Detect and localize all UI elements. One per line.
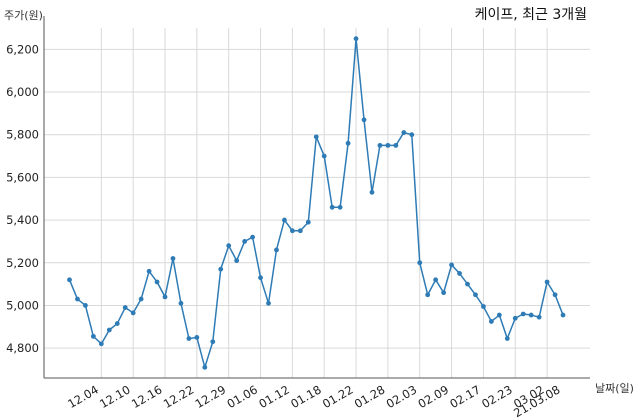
data-point	[488, 319, 494, 324]
data-point	[170, 256, 176, 261]
data-point	[313, 134, 319, 140]
data-point	[138, 296, 144, 302]
data-point	[473, 292, 478, 298]
data-point	[90, 333, 96, 339]
y-tick-label: 6,000	[6, 85, 39, 99]
data-point	[154, 279, 160, 285]
data-point	[329, 204, 335, 210]
data-point	[536, 314, 542, 320]
data-point	[560, 312, 566, 318]
data-point	[504, 336, 510, 341]
chart-title: 케이프, 최근 3개월	[475, 7, 587, 23]
x-tick-label: 02.17	[447, 382, 483, 411]
y-tick-label: 6,200	[6, 42, 39, 56]
data-point	[210, 339, 216, 345]
data-point	[75, 296, 80, 302]
data-point	[321, 153, 327, 159]
data-point	[266, 300, 271, 306]
data-point	[393, 142, 399, 148]
data-point	[242, 239, 248, 244]
data-point	[481, 304, 486, 309]
data-point	[345, 140, 351, 146]
y-tick-labels: 4,800 5,000 5,200 5,400 5,600 5,800 6,000 6,200	[6, 42, 39, 355]
data-point	[83, 303, 88, 308]
data-point	[178, 300, 184, 306]
data-point	[250, 234, 255, 240]
x-tick-label: 12.22	[161, 382, 197, 411]
data-point	[282, 217, 287, 223]
x-tick-labels: 12.0412.1012.1612.2212.2901.0601.1201.18…	[65, 382, 562, 419]
data-point	[274, 247, 279, 253]
data-point	[361, 117, 367, 123]
y-tick-label: 5,400	[6, 213, 39, 227]
data-point	[417, 260, 423, 266]
price-line	[68, 37, 564, 369]
data-point	[194, 335, 200, 340]
data-point	[146, 268, 152, 274]
data-point	[441, 290, 447, 296]
data-point	[98, 341, 104, 347]
data-point	[385, 142, 391, 148]
data-point	[258, 275, 263, 281]
y-tick-label: 5,200	[6, 256, 39, 270]
data-point	[337, 204, 343, 210]
x-tick-label: 01.06	[225, 382, 261, 411]
x-axis-label: 날짜(일)	[595, 381, 634, 395]
data-point	[401, 130, 407, 135]
y-tick-label: 4,800	[6, 341, 39, 355]
data-point	[122, 305, 128, 310]
price-series	[68, 37, 564, 369]
data-point	[353, 36, 359, 42]
data-point	[520, 311, 526, 317]
y-tick-label: 5,800	[6, 128, 39, 142]
data-point	[465, 281, 470, 287]
x-tick-label: 02.23	[479, 382, 515, 411]
data-point	[544, 279, 550, 285]
data-point	[369, 189, 375, 195]
x-tick-label: 12.10	[97, 382, 133, 411]
x-tick-label: 12.04	[65, 382, 101, 411]
data-point	[433, 277, 439, 283]
data-point	[457, 271, 462, 276]
data-point	[305, 219, 311, 225]
data-point	[106, 327, 112, 333]
data-point	[552, 292, 558, 298]
data-point	[234, 258, 240, 264]
data-point	[226, 243, 232, 249]
x-tick-label: 01.12	[256, 382, 292, 411]
grid	[44, 28, 590, 378]
data-point	[297, 228, 303, 234]
data-point	[202, 364, 208, 370]
data-point	[289, 228, 295, 234]
x-tick-label: 02.09	[416, 382, 452, 411]
data-point	[218, 266, 224, 272]
x-tick-label: 02.03	[384, 382, 420, 411]
data-point	[496, 312, 502, 318]
data-point	[114, 321, 120, 326]
x-tick-label: 12.29	[193, 382, 229, 411]
data-point	[425, 292, 431, 298]
x-tick-label: 01.18	[288, 382, 324, 411]
data-point	[377, 142, 383, 148]
y-tick-label: 5,600	[6, 170, 39, 184]
y-axis-label: 주가(원)	[4, 9, 43, 22]
x-tick-label: 01.28	[352, 382, 388, 411]
y-tick-label: 5,000	[6, 298, 39, 312]
data-point	[162, 294, 168, 300]
data-point	[528, 312, 534, 318]
data-point	[449, 262, 454, 268]
data-point	[512, 315, 518, 321]
x-tick-label: 12.16	[129, 382, 165, 411]
data-point	[67, 277, 72, 283]
data-point	[186, 336, 192, 341]
data-point	[130, 310, 136, 316]
x-tick-label: 01.22	[320, 382, 356, 411]
data-point	[409, 132, 415, 138]
axes	[43, 16, 590, 379]
price-points	[67, 36, 566, 370]
